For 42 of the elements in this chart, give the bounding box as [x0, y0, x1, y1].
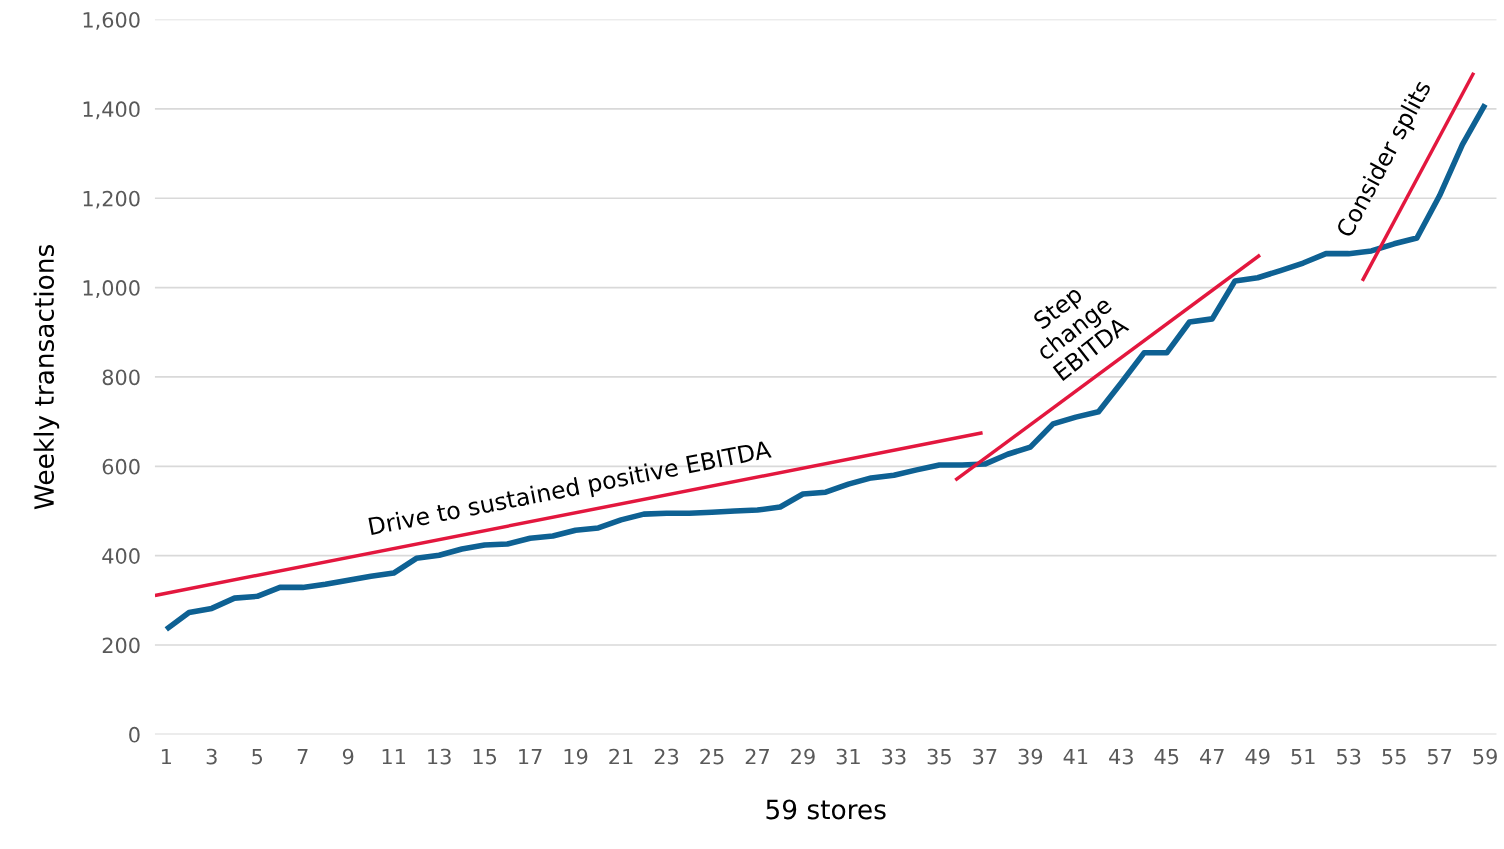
x-tick-label: 31: [836, 748, 860, 765]
x-tick-label: 37: [973, 748, 997, 765]
x-tick-label: 45: [1154, 748, 1179, 765]
x-tick-label: 27: [745, 748, 769, 765]
x-tick-label: 19: [564, 748, 588, 765]
y-tick-label: 1,200: [83, 190, 140, 209]
x-tick-label: 29: [791, 748, 815, 765]
x-tick-label: 5: [252, 748, 263, 765]
y-tick-label: 1,400: [83, 101, 140, 120]
x-tick-label: 1: [161, 748, 171, 765]
x-tick-label: 7: [297, 748, 308, 765]
x-tick-label: 21: [609, 748, 633, 765]
x-tick-label: 51: [1291, 748, 1315, 765]
x-tick-label: 23: [654, 748, 679, 765]
x-tick-label: 55: [1382, 748, 1406, 765]
y-tick-label: 1,600: [83, 11, 140, 30]
x-tick-label: 57: [1427, 748, 1452, 765]
y-tick-label: 1,000: [83, 280, 140, 298]
y-tick-label: 0: [129, 726, 140, 743]
y-tick-label: 200: [102, 637, 140, 654]
x-tick-label: 33: [882, 748, 906, 765]
x-tick-label: 43: [1109, 748, 1133, 765]
x-tick-label: 59: [1473, 748, 1497, 765]
x-tick-label: 49: [1245, 748, 1270, 765]
x-tick-label: 13: [428, 748, 451, 765]
x-tick-label: 35: [927, 748, 951, 765]
x-tick-label: 3: [206, 748, 217, 765]
x-tick-label: 17: [519, 748, 542, 765]
x-tick-label: 47: [1200, 748, 1224, 765]
x-tick-label: 39: [1018, 748, 1043, 765]
x-tick-label: 9: [342, 748, 354, 765]
y-tick-label: 600: [102, 458, 140, 475]
y-tick-label: 800: [102, 369, 140, 386]
x-axis-title: 59 stores: [766, 799, 886, 820]
x-tick-label: 41: [1063, 748, 1088, 765]
annotation: Drive to sustained positive EBITDA: [368, 439, 773, 540]
x-tick-label: 25: [700, 748, 724, 765]
x-tick-label: 53: [1337, 748, 1361, 765]
y-tick-label: 400: [102, 548, 140, 564]
x-tick-label: 11: [382, 748, 405, 765]
y-axis-title: Weekly transactions: [33, 245, 60, 510]
x-tick-label: 15: [473, 748, 497, 765]
